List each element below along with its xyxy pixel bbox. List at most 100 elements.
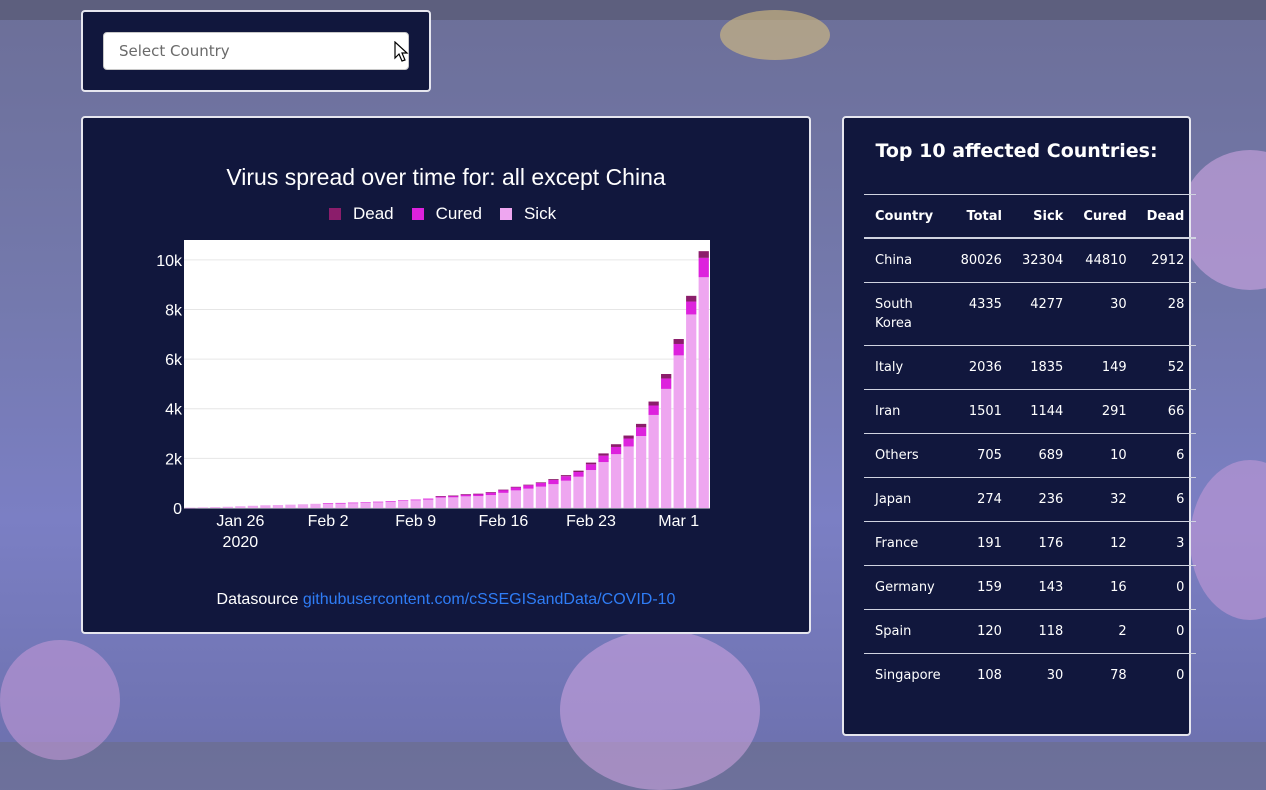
cell-cured: 149 [1075,345,1139,390]
cell-dead: 6 [1138,477,1197,522]
background-virus-image [720,10,830,60]
bar-dead [510,486,522,488]
bar-sick [448,497,459,508]
x-tick-label: Mar 1 [658,513,699,530]
bar-cured [661,378,672,389]
table-row: France 191 176 12 3 [864,521,1197,566]
table-row: South Korea 4335 4277 30 28 [864,282,1197,346]
bar-dead [498,489,509,491]
cell-cured: 291 [1075,389,1139,434]
datasource-link[interactable]: githubusercontent.com/cSSEGISandData/COV… [302,591,676,608]
cell-country: Others [864,433,953,478]
bar-sick [510,490,522,508]
table-row: Italy 2036 1835 149 52 [864,345,1197,390]
y-tick-label: 2k [165,451,183,468]
bar-sick [297,504,309,508]
table-row: Spain 120 118 2 0 [864,609,1197,654]
cell-country: Italy [864,345,953,390]
cell-dead: 0 [1138,609,1197,654]
bar-sick [372,502,384,508]
bar-sick [648,414,659,508]
x-tick-label: Feb 9 [395,513,436,530]
bar-sick [385,501,396,508]
cell-country: France [864,521,953,566]
column-header-sick[interactable]: Sick [1013,194,1076,239]
legend-label-sick: Sick [523,204,557,223]
bar-cured [686,301,697,315]
cell-sick: 32304 [1013,238,1076,283]
column-header-cured[interactable]: Cured [1075,194,1139,239]
column-header-total[interactable]: Total [952,194,1014,239]
bar-sick [686,314,697,508]
column-header-dead[interactable]: Dead [1138,194,1197,239]
cell-country: Iran [864,389,953,434]
bar-sick [573,476,584,508]
column-header-country[interactable]: Country [864,194,953,239]
cell-sick: 689 [1013,433,1076,478]
bar-dead [435,496,446,497]
cell-dead: 2912 [1138,238,1197,283]
bar-dead [686,295,697,302]
bar-cured [698,257,709,278]
bar-chart: 0 2k 4k 6k 8k 10k Jan 26 2020 Feb 2 Feb 9 Feb 16 Fe… [156,240,710,551]
bar-cured [535,482,547,487]
cell-dead: 66 [1138,389,1197,434]
bar-dead [598,453,609,456]
chart-panel: Virus spread over time for: all except C… [81,116,811,634]
bar-cured [648,405,659,415]
cell-sick: 236 [1013,477,1076,522]
cell-dead: 28 [1138,282,1197,346]
bar-sick [197,507,208,508]
bar-sick [585,470,597,508]
bar-dead [473,493,484,495]
cell-sick: 30 [1046,668,1064,683]
bar-dead [673,339,684,344]
datasource-line: Datasource githubusercontent.com/cSSEGIS… [83,591,809,609]
bar-cured [322,503,334,504]
legend-item-sick[interactable]: Sick [499,204,557,224]
bar-sick [598,462,609,508]
bar-sick [635,436,647,508]
cell-dead: 52 [1138,345,1197,390]
legend-item-cured[interactable]: Cured [411,204,482,224]
bar-dead [585,462,597,465]
bar-cured [635,427,647,437]
bar-sick [460,496,471,508]
bar-cured [435,496,446,498]
legend-label-dead: Dead [353,204,394,223]
cell-country: Singapore [875,668,941,683]
country-select-placeholder: Select Country [119,42,230,60]
y-tick-label: 8k [165,302,183,319]
table-header-row: Country Total Sick Cured Dead [864,194,1197,239]
legend-item-dead[interactable]: Dead [329,204,394,224]
cell-cured: 2 [1075,609,1139,654]
bar-dead [448,495,459,497]
bar-dead [661,374,672,379]
bar-sick [673,355,684,508]
bar-sick [610,454,622,508]
bar-sick [398,500,409,508]
bar-sick [548,484,559,508]
cell-total: 120 [952,609,1014,654]
cell-sick: 176 [1013,521,1076,566]
bar-cured [485,492,496,496]
y-tick-label: 0 [173,501,182,518]
cell-sick: 1835 [1013,345,1076,390]
bar-cured [398,500,409,501]
bar-cured [610,446,622,455]
table-row: Japan 274 236 32 6 [864,477,1197,522]
bar-sick [485,495,496,508]
cell-total: 2036 [952,345,1014,390]
bar-dead [523,484,534,486]
bar-sick [661,388,672,508]
background-virus-image [0,640,120,760]
country-select[interactable]: Select Country [103,32,409,70]
cell-total: 1501 [952,389,1014,434]
bar-sick [310,503,321,508]
y-tick-label: 10k [156,253,183,270]
bar-sick [322,503,334,508]
bar-cured [523,485,534,489]
cell-total: 4335 [952,282,1014,346]
bar-cured [560,476,572,481]
cell-cured: 10 [1075,433,1139,478]
